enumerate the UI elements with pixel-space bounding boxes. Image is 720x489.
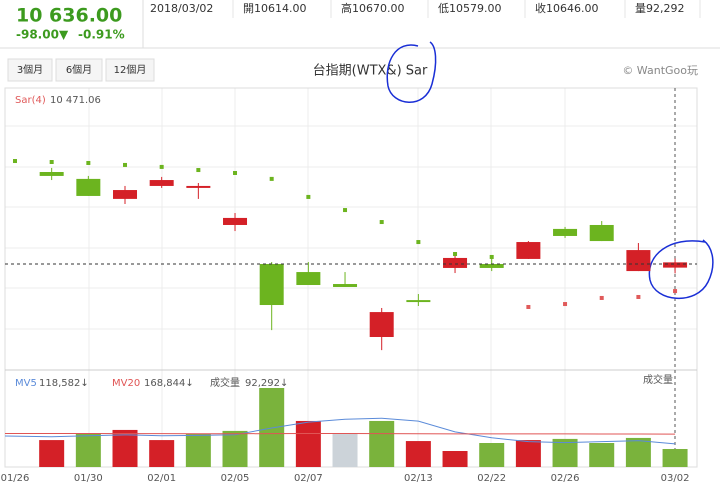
sar-dot <box>416 240 421 245</box>
legend-name: Sar(4) <box>15 95 46 106</box>
candle-body <box>663 262 688 268</box>
volume-bar <box>552 438 578 467</box>
volume-bar <box>479 443 505 467</box>
change: -98.00▼ <box>16 28 69 42</box>
button-label[interactable]: 6個月 <box>66 63 92 76</box>
volume-bar <box>75 433 101 467</box>
high: 高10670.00 <box>341 1 405 15</box>
volume-bar <box>589 443 615 467</box>
sar-dot <box>343 208 348 213</box>
sar-dot <box>599 295 604 300</box>
candle-body <box>626 250 651 272</box>
legend-value: 118,582↓ <box>39 378 89 389</box>
sar-dot <box>269 176 274 181</box>
sar-dot <box>86 160 91 165</box>
sar-dot <box>489 254 494 259</box>
sar-dot <box>196 168 201 173</box>
volume: 量92,292 <box>635 2 685 15</box>
button-label[interactable]: 12個月 <box>114 63 147 76</box>
range-button[interactable] <box>7 58 53 82</box>
volume-bar <box>112 429 138 467</box>
candle-body <box>553 228 578 236</box>
sar-dot <box>673 289 678 294</box>
x-tick-label: 02/22 <box>477 473 506 484</box>
volume-bar <box>295 420 321 467</box>
range-button[interactable] <box>55 58 103 82</box>
x-tick-label: 02/01 <box>147 473 176 484</box>
ma-line <box>4 417 676 445</box>
close: 收10646.00 <box>535 1 599 15</box>
candle-body <box>186 185 211 188</box>
panel-label: 成交量 <box>643 373 673 386</box>
x-tick-label: 02/07 <box>294 473 323 484</box>
open: 開10614.00 <box>243 2 307 15</box>
volume-bar <box>39 440 65 467</box>
volume-bar <box>332 433 358 467</box>
credit: © WantGoo玩 <box>622 64 698 77</box>
sar-dot <box>379 220 384 225</box>
sar-dot <box>636 294 641 299</box>
candle-body <box>223 217 248 225</box>
sar-dot <box>526 304 531 309</box>
sar-dot <box>306 194 311 199</box>
x-tick-label: 02/13 <box>404 473 433 484</box>
candle-body <box>149 180 174 186</box>
annotation-circle <box>386 41 437 103</box>
volume-bar <box>625 437 651 467</box>
change-pct: -0.91% <box>78 28 125 42</box>
sar-dot <box>159 164 164 169</box>
legend-name: MV5 <box>15 378 37 389</box>
candle-body <box>76 178 101 196</box>
sar-dot <box>49 160 54 165</box>
x-tick-label: 02/26 <box>551 473 580 484</box>
legend-value: 10 471.06 <box>50 95 101 106</box>
low: 低10579.00 <box>438 2 502 15</box>
candle-body <box>406 300 431 303</box>
candle-body <box>589 224 614 242</box>
x-tick-label: 03/02 <box>661 473 690 484</box>
chart-title: 台指期(WTX&) Sar <box>313 64 428 79</box>
volume-bar <box>515 440 541 467</box>
volume-bar <box>222 430 248 467</box>
volume-bar <box>662 448 688 467</box>
candle-body <box>296 272 321 286</box>
volume-bar <box>149 440 175 467</box>
candle-body <box>443 257 468 268</box>
candle-body <box>113 190 138 199</box>
candle-body <box>39 172 64 176</box>
header-bg <box>0 0 720 48</box>
sar-dot <box>13 159 17 164</box>
legend-name: MV20 <box>112 378 140 389</box>
button-label[interactable]: 3個月 <box>17 63 43 76</box>
range-button[interactable] <box>105 58 155 82</box>
x-tick-label: 02/05 <box>221 473 250 484</box>
sar-dot <box>123 162 128 167</box>
volume-bar <box>442 451 468 467</box>
grid <box>5 88 697 467</box>
sar-dot <box>563 302 568 307</box>
ma-line <box>5 432 676 435</box>
date: 2018/03/02 <box>150 2 213 15</box>
legend-value: 92,292↓ <box>245 378 288 389</box>
legend-value: 168,844↓ <box>144 378 194 389</box>
x-tick-label: 01/26 <box>1 473 30 484</box>
sar-dot <box>453 252 458 257</box>
candle-body <box>516 242 541 259</box>
candle-body <box>479 264 504 268</box>
sar-dot <box>233 170 238 175</box>
candle-body <box>369 312 394 338</box>
x-tick-label: 01/30 <box>74 473 103 484</box>
legend-name: 成交量 <box>210 376 240 389</box>
volume-bar <box>369 420 395 467</box>
annotation-circle <box>648 239 714 299</box>
candle-body <box>259 264 284 306</box>
header-dividers <box>232 0 701 18</box>
plot-frame <box>4 87 698 468</box>
volume-bar <box>185 434 211 467</box>
price: 10 636.00 <box>16 5 122 27</box>
volume-bar <box>405 441 431 467</box>
candle-body <box>333 284 358 287</box>
